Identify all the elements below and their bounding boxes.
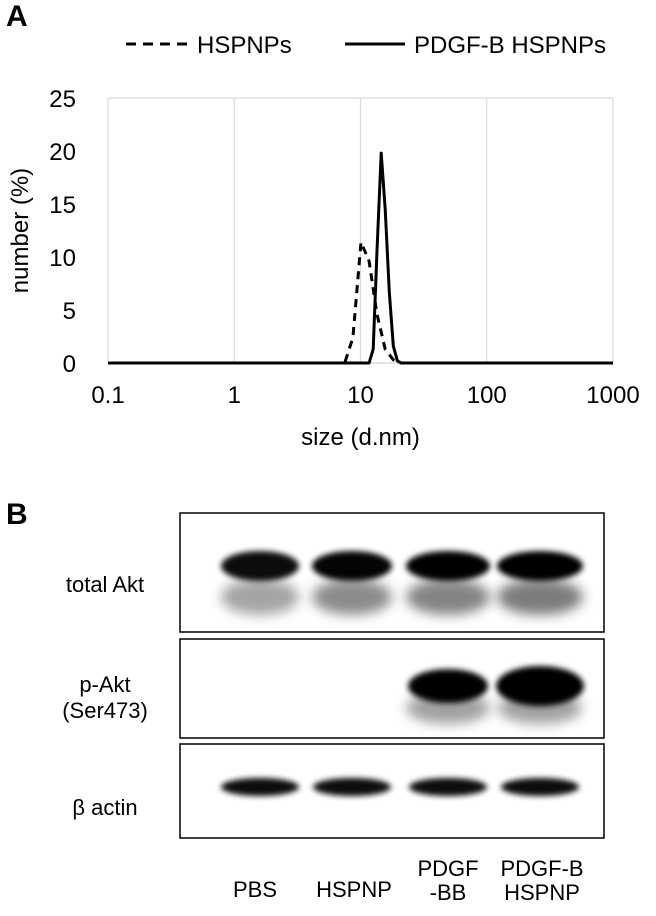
y-tick-label: 25 bbox=[49, 86, 76, 113]
blot-row-label-total-akt: total Akt bbox=[65, 572, 145, 597]
band-beta-actin bbox=[409, 778, 487, 796]
band-total-akt-lower bbox=[406, 579, 490, 615]
band-beta-actin bbox=[313, 778, 391, 796]
x-tick-label: 0.1 bbox=[91, 382, 124, 409]
band-total-akt-lower bbox=[221, 579, 299, 615]
lane-label-hspnp: HSPNP bbox=[316, 877, 392, 902]
lane-label-pdgf-b-hspnp: PDGF-B HSPNP bbox=[500, 856, 584, 905]
lane-label-pbs: PBS bbox=[232, 877, 278, 902]
x-tick-label: 10 bbox=[347, 382, 374, 409]
band-total-akt bbox=[406, 551, 490, 581]
series-line-pdgf-b-hspnps bbox=[108, 151, 613, 365]
legend-hspnps-label: HSPNPs bbox=[197, 32, 292, 59]
band-beta-actin bbox=[221, 778, 299, 796]
x-tick-label: 1000 bbox=[586, 382, 639, 409]
blot-box-total-akt bbox=[179, 512, 605, 633]
blot-box-p-akt bbox=[179, 638, 605, 739]
blot-row-label-p-akt: p-Akt (Ser473) bbox=[62, 672, 148, 723]
lane-label-pdgf-bb: PDGF -BB bbox=[417, 856, 479, 905]
band-total-akt bbox=[312, 551, 392, 581]
y-axis-label: number (%) bbox=[7, 168, 34, 293]
panel-a-letter: A bbox=[6, 0, 28, 33]
band-total-akt bbox=[221, 551, 299, 581]
blot-box-beta-actin bbox=[179, 743, 605, 839]
size-distribution-chart: 0.1 1 10 100 1000 0 5 10 15 20 25 size (d.nm) number… bbox=[7, 32, 640, 451]
legend-pdgf-b-hspnps-label: PDGF-B HSPNPs bbox=[414, 32, 606, 59]
band-beta-actin bbox=[501, 778, 579, 796]
y-tick-label: 15 bbox=[49, 192, 76, 219]
band-total-akt-lower bbox=[312, 579, 392, 615]
band-total-akt bbox=[497, 551, 583, 581]
band-p-akt bbox=[408, 669, 488, 703]
x-axis-label: size (d.nm) bbox=[301, 424, 420, 451]
band-p-akt bbox=[496, 666, 584, 706]
blot-row-label-beta-actin: β actin bbox=[72, 795, 138, 820]
y-tick-label: 20 bbox=[49, 139, 76, 166]
y-tick-label: 5 bbox=[63, 298, 76, 325]
x-tick-label: 1 bbox=[228, 382, 241, 409]
y-tick-label: 10 bbox=[49, 245, 76, 272]
x-tick-label: 100 bbox=[467, 382, 507, 409]
band-total-akt-lower bbox=[497, 579, 583, 615]
y-tick-label: 0 bbox=[63, 351, 76, 378]
panel-b-letter: B bbox=[6, 498, 28, 531]
